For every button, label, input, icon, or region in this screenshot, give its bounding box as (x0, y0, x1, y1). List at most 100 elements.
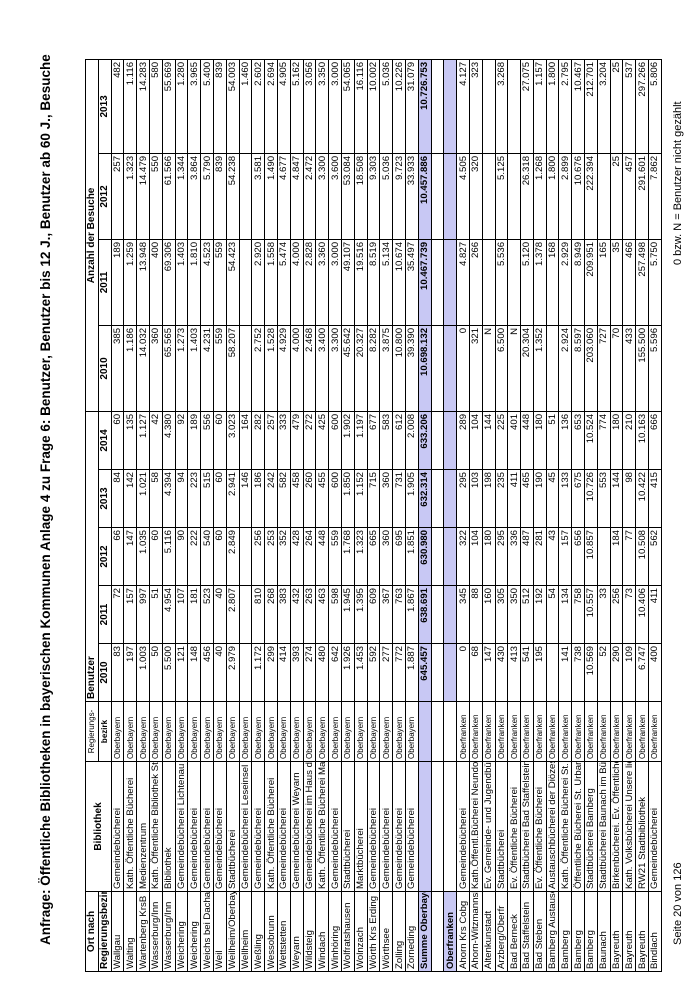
cell-benutzer-2010: 290 (610, 643, 623, 702)
cell-besuche-2011: 400 (149, 239, 163, 326)
cell-benutzer-2013: 103 (469, 469, 483, 528)
cell-besuche-2011: 257.498 (635, 239, 649, 326)
cell-benutzer-2014: 164 (239, 411, 252, 470)
cell-benutzer-2014: 189 (187, 411, 201, 470)
table-row: Wasserburg/Inn Bibliothek Oberbayern 5.500 4… (162, 59, 176, 972)
cell-benutzer-2013: 295 (456, 469, 470, 528)
cell-benutzer-2013: 242 (264, 469, 278, 528)
cell-besuche-2013: 2.602 (251, 59, 265, 154)
cell-besuche-2011: 266 (469, 239, 483, 326)
cell-bibliothek: Gemeindebücherei Lichtenau (175, 761, 188, 892)
cell-besuche-2011: 2.920 (251, 239, 265, 326)
cell-bibliothek: Kath. Öffentliche Bücherei (264, 761, 278, 892)
cell-bezirk: Oberbayern (405, 701, 419, 762)
cell-bibliothek: Stadtbücherei Baunach im Bürger (597, 761, 611, 892)
cell-benutzer-2010 (431, 643, 444, 702)
cell-besuche-2011 (443, 239, 457, 326)
header-benutzer-year: 2014 (98, 411, 112, 470)
table-row: Baunach Stadtbücherei Baunach im Bürger Ob… (597, 59, 611, 972)
cell-besuche-2012: 839 (213, 153, 227, 240)
cell-benutzer-2014: 633.206 (418, 411, 432, 470)
cell-besuche-2010: 559 (213, 325, 227, 412)
blank-row (431, 59, 444, 972)
cell-benutzer-2014: 4.380 (162, 411, 176, 470)
cell-besuche-2011: 189 (111, 239, 124, 326)
cell-benutzer-2011: 2.807 (226, 585, 240, 644)
cell-benutzer-2014: 180 (610, 411, 623, 470)
table-row: Wellheim Gemeindebücherei Leseinsel Oberba… (239, 59, 252, 972)
cell-benutzer-2013: 455 (315, 469, 329, 528)
cell-ort: Wolfratshausen (341, 891, 355, 972)
cell-besuche-2010: 1.186 (123, 325, 137, 412)
cell-benutzer-2013: 58 (149, 469, 163, 528)
cell-besuche-2012 (239, 153, 252, 240)
header-ort: Ort nach (85, 891, 99, 972)
cell-benutzer-2011: 160 (482, 585, 495, 644)
cell-ort: Summe Oberbayern (418, 891, 432, 972)
cell-benutzer-2014: 774 (597, 411, 611, 470)
cell-benutzer-2014 (431, 411, 444, 470)
cell-besuche-2010: 203.060 (584, 325, 598, 412)
cell-besuche-2011: 54.423 (226, 239, 240, 326)
cell-besuche-2010: 6.500 (495, 325, 508, 412)
cell-besuche-2011: 35 (610, 239, 623, 326)
cell-besuche-2010: 1.352 (533, 325, 547, 412)
cell-bezirk: Oberfranken (546, 701, 559, 762)
cell-bibliothek: Gemeindebücherei Leseinsel (239, 761, 252, 892)
cell-benutzer-2012: 336 (507, 527, 521, 586)
cell-besuche-2011: 209.951 (584, 239, 598, 326)
cell-benutzer-2012: 428 (290, 527, 304, 586)
cell-bezirk: Oberbayern (123, 701, 137, 762)
cell-besuche-2013: 27.075 (520, 59, 534, 154)
cell-bezirk: Oberbayern (277, 701, 291, 762)
cell-bibliothek: Kath.Öffentl.Bücherei Neundorf St (469, 761, 483, 892)
cell-bibliothek: RW21 Stadtbibliothek (635, 761, 649, 892)
header-besuche-year: 2010 (98, 325, 112, 412)
cell-besuche-2013: 3.350 (315, 59, 329, 154)
cell-besuche-2013: 3.204 (597, 59, 611, 154)
page-number: Seite 20 von 126 (672, 862, 684, 945)
cell-ort: Wasserburg/Inn (162, 891, 176, 972)
cell-besuche-2011: 13.948 (136, 239, 150, 326)
cell-benutzer-2010: 642 (328, 643, 342, 702)
cell-benutzer-2011: 512 (520, 585, 534, 644)
cell-bibliothek: Ev. Öffentliche Bücherei (533, 761, 547, 892)
cell-ort: Wolnzach (354, 891, 368, 972)
cell-besuche-2012: 4.847 (290, 153, 304, 240)
cell-bibliothek: Birkenbücherei. Ev. Öffentliche Ge (610, 761, 623, 892)
table-row: Altenkunstadt Ev. Gemeinde- und Jugendbüc… (482, 59, 495, 972)
cell-bezirk: Oberfranken (520, 701, 534, 762)
cell-benutzer-2013: 98 (622, 469, 636, 528)
cell-benutzer-2011: 263 (303, 585, 316, 644)
cell-bezirk: Oberbayern (315, 701, 329, 762)
cell-benutzer-2012: 656 (571, 527, 585, 586)
cell-besuche-2010: 2.924 (558, 325, 572, 412)
cell-bezirk: Oberbayern (239, 701, 252, 762)
table-row: Weil Gemeindebücherei Oberbayern 40 40 60 60 60… (213, 59, 227, 972)
cell-benutzer-2012: 157 (558, 527, 572, 586)
cell-besuche-2010: 14.032 (136, 325, 150, 412)
cell-benutzer-2014: 257 (264, 411, 278, 470)
cell-besuche-2013: 54.003 (226, 59, 240, 154)
cell-benutzer-2010: 1.887 (405, 643, 419, 702)
table-row: Weichering Gemeindebücherei Oberbayern 148 1… (187, 59, 201, 972)
cell-benutzer-2014: 401 (507, 411, 521, 470)
cell-besuche-2011: 5.536 (495, 239, 508, 326)
cell-benutzer-2011: 40 (213, 585, 227, 644)
cell-besuche-2012: 3.300 (315, 153, 329, 240)
cell-besuche-2012: 5.790 (200, 153, 214, 240)
cell-besuche-2010: 360 (149, 325, 163, 412)
cell-besuche-2013: 10.467 (571, 59, 585, 154)
sum-row: Summe Oberbayern 645.457 638.691 630.980 632… (418, 59, 432, 972)
page-title: Anfrage: Öffentliche Bibliotheken in bay… (38, 54, 53, 945)
cell-besuche-2011: 2.929 (558, 239, 572, 326)
header-benutzer: Benutzer (85, 411, 99, 702)
cell-benutzer-2013: 360 (379, 469, 393, 528)
cell-besuche-2012: 3.864 (187, 153, 201, 240)
cell-besuche-2012: 1.323 (123, 153, 137, 240)
cell-benutzer-2011: 638.691 (418, 585, 432, 644)
cell-benutzer-2014: 2.008 (405, 411, 419, 470)
cell-benutzer-2014: 612 (392, 411, 406, 470)
cell-benutzer-2013: 60 (213, 469, 227, 528)
cell-benutzer-2013: 190 (533, 469, 547, 528)
